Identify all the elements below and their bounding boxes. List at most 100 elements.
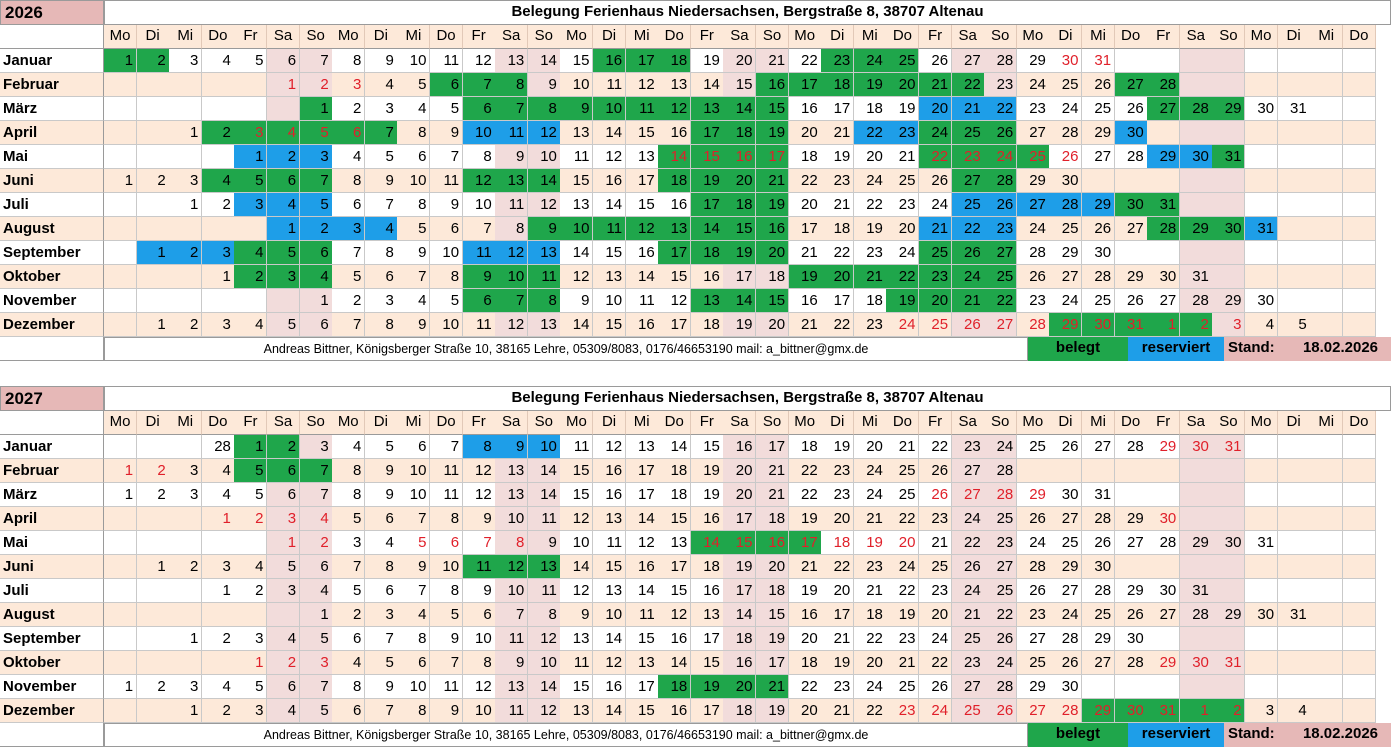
day-cell[interactable]: 12 bbox=[527, 121, 561, 145]
empty-cell[interactable] bbox=[104, 265, 138, 289]
day-cell[interactable]: 8 bbox=[364, 241, 398, 265]
weekday-header[interactable]: Di bbox=[364, 25, 398, 49]
day-cell[interactable]: 11 bbox=[527, 579, 561, 603]
day-cell[interactable]: 22 bbox=[853, 699, 887, 723]
day-cell[interactable]: 22 bbox=[951, 531, 985, 555]
weekday-header[interactable]: Di bbox=[1277, 25, 1311, 49]
empty-cell[interactable] bbox=[201, 651, 235, 675]
empty-cell[interactable] bbox=[1245, 73, 1279, 97]
day-cell[interactable]: 26 bbox=[984, 193, 1018, 217]
day-cell[interactable]: 28 bbox=[1082, 265, 1116, 289]
day-cell[interactable]: 13 bbox=[658, 531, 692, 555]
day-cell[interactable]: 2 bbox=[201, 627, 235, 651]
day-cell[interactable]: 1 bbox=[201, 507, 235, 531]
day-cell[interactable]: 9 bbox=[462, 579, 496, 603]
day-cell[interactable]: 10 bbox=[593, 97, 627, 121]
day-cell[interactable]: 12 bbox=[495, 555, 529, 579]
empty-cell[interactable] bbox=[1310, 675, 1344, 699]
empty-cell[interactable] bbox=[169, 145, 203, 169]
empty-cell[interactable] bbox=[1277, 73, 1311, 97]
day-cell[interactable]: 9 bbox=[527, 217, 561, 241]
empty-cell[interactable] bbox=[1277, 217, 1311, 241]
day-cell[interactable]: 22 bbox=[919, 145, 953, 169]
day-cell[interactable]: 6 bbox=[462, 97, 496, 121]
day-cell[interactable]: 10 bbox=[560, 73, 594, 97]
day-cell[interactable]: 22 bbox=[788, 483, 822, 507]
day-cell[interactable]: 23 bbox=[821, 459, 855, 483]
day-cell[interactable]: 19 bbox=[690, 169, 724, 193]
day-cell[interactable]: 21 bbox=[886, 145, 920, 169]
day-cell[interactable]: 31 bbox=[1147, 699, 1181, 723]
day-cell[interactable]: 11 bbox=[527, 507, 561, 531]
empty-cell[interactable] bbox=[1147, 121, 1181, 145]
day-cell[interactable]: 5 bbox=[234, 169, 268, 193]
empty-cell[interactable] bbox=[1082, 675, 1116, 699]
empty-cell[interactable] bbox=[1310, 313, 1344, 337]
empty-cell[interactable] bbox=[169, 97, 203, 121]
day-cell[interactable]: 20 bbox=[723, 459, 757, 483]
day-cell[interactable]: 4 bbox=[234, 241, 268, 265]
day-cell[interactable]: 6 bbox=[462, 603, 496, 627]
day-cell[interactable]: 3 bbox=[201, 313, 235, 337]
day-cell[interactable]: 23 bbox=[984, 73, 1018, 97]
day-cell[interactable]: 5 bbox=[430, 97, 464, 121]
weekday-header[interactable]: Mi bbox=[1082, 25, 1116, 49]
empty-cell[interactable] bbox=[1342, 193, 1376, 217]
weekday-header[interactable]: Fr bbox=[690, 411, 724, 435]
day-cell[interactable]: 18 bbox=[723, 699, 757, 723]
day-cell[interactable]: 19 bbox=[756, 193, 790, 217]
day-cell[interactable]: 26 bbox=[1016, 579, 1050, 603]
day-cell[interactable]: 1 bbox=[104, 49, 138, 73]
day-cell[interactable]: 18 bbox=[658, 675, 692, 699]
day-cell[interactable]: 21 bbox=[951, 289, 985, 313]
day-cell[interactable]: 5 bbox=[234, 675, 268, 699]
day-cell[interactable]: 15 bbox=[756, 97, 790, 121]
day-cell[interactable]: 9 bbox=[364, 49, 398, 73]
day-cell[interactable]: 19 bbox=[756, 699, 790, 723]
day-cell[interactable]: 9 bbox=[560, 603, 594, 627]
empty-cell[interactable] bbox=[104, 603, 138, 627]
day-cell[interactable]: 8 bbox=[527, 289, 561, 313]
empty-cell[interactable] bbox=[1245, 169, 1279, 193]
day-cell[interactable]: 28 bbox=[1049, 193, 1083, 217]
day-cell[interactable]: 3 bbox=[332, 73, 366, 97]
day-cell[interactable]: 9 bbox=[430, 699, 464, 723]
stand-date[interactable]: 18.02.2026 bbox=[1290, 337, 1391, 361]
day-cell[interactable]: 11 bbox=[625, 603, 659, 627]
day-cell[interactable]: 17 bbox=[690, 699, 724, 723]
day-cell[interactable]: 29 bbox=[1016, 49, 1050, 73]
day-cell[interactable]: 18 bbox=[821, 531, 855, 555]
day-cell[interactable]: 21 bbox=[919, 73, 953, 97]
empty-cell[interactable] bbox=[1179, 121, 1213, 145]
day-cell[interactable]: 24 bbox=[1016, 217, 1050, 241]
day-cell[interactable]: 10 bbox=[397, 169, 431, 193]
empty-cell[interactable] bbox=[1310, 145, 1344, 169]
empty-cell[interactable] bbox=[201, 145, 235, 169]
weekday-header[interactable]: Mi bbox=[1310, 25, 1344, 49]
day-cell[interactable]: 16 bbox=[625, 241, 659, 265]
day-cell[interactable]: 18 bbox=[756, 579, 790, 603]
day-cell[interactable]: 15 bbox=[593, 555, 627, 579]
day-cell[interactable]: 4 bbox=[397, 603, 431, 627]
day-cell[interactable]: 6 bbox=[267, 459, 301, 483]
day-cell[interactable]: 27 bbox=[951, 169, 985, 193]
empty-cell[interactable] bbox=[1212, 49, 1246, 73]
day-cell[interactable]: 15 bbox=[593, 241, 627, 265]
day-cell[interactable]: 23 bbox=[919, 507, 953, 531]
day-cell[interactable]: 26 bbox=[919, 169, 953, 193]
day-cell[interactable]: 7 bbox=[397, 265, 431, 289]
day-cell[interactable]: 5 bbox=[234, 49, 268, 73]
day-cell[interactable]: 3 bbox=[169, 459, 203, 483]
day-cell[interactable]: 18 bbox=[658, 459, 692, 483]
day-cell[interactable]: 14 bbox=[690, 73, 724, 97]
empty-cell[interactable] bbox=[1147, 627, 1181, 651]
weekday-header[interactable]: Mi bbox=[397, 411, 431, 435]
day-cell[interactable]: 6 bbox=[267, 675, 301, 699]
day-cell[interactable]: 23 bbox=[821, 675, 855, 699]
day-cell[interactable]: 14 bbox=[527, 675, 561, 699]
empty-cell[interactable] bbox=[1212, 121, 1246, 145]
day-cell[interactable]: 1 bbox=[169, 627, 203, 651]
day-cell[interactable]: 6 bbox=[332, 121, 366, 145]
day-cell[interactable]: 1 bbox=[169, 699, 203, 723]
day-cell[interactable]: 28 bbox=[984, 169, 1018, 193]
